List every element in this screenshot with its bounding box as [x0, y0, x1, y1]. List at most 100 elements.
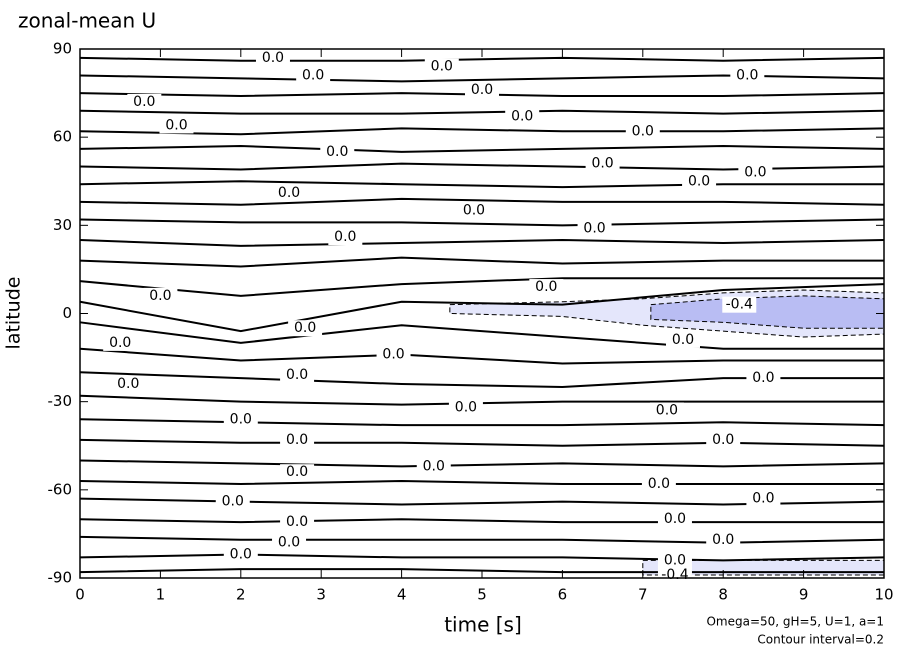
contour-label: 0.0	[230, 411, 252, 427]
y-axis-label: latitude	[3, 277, 25, 350]
contour-label: 0.0	[431, 59, 453, 75]
label-background	[103, 334, 138, 351]
contour-label: 0.0	[664, 511, 686, 527]
label-background	[215, 493, 250, 510]
contour-line	[79, 535, 885, 544]
label-background	[738, 164, 773, 181]
contour-line	[79, 109, 885, 115]
contour-label: 0.0	[326, 144, 348, 160]
contour-label: -0.4	[726, 297, 753, 313]
label-background	[448, 399, 483, 416]
contour-label: 0.0	[648, 476, 670, 492]
contour-label: 0.0	[294, 320, 316, 336]
label-background	[272, 185, 307, 202]
contour-label: 0.0	[133, 94, 155, 110]
contour-label: 0.0	[286, 464, 308, 480]
contour-line	[79, 144, 885, 153]
contour-line	[79, 56, 885, 62]
note: Contour interval=0.2	[757, 633, 884, 647]
x-tick-label: 10	[874, 586, 893, 604]
contour-label: 0.0	[117, 376, 139, 392]
label-background	[625, 123, 660, 140]
label-background	[465, 82, 499, 99]
contour-label: 0.0	[286, 367, 308, 383]
contour-line	[79, 256, 884, 268]
label-background	[159, 117, 194, 134]
x-tick-label: 1	[156, 586, 166, 604]
label-background	[416, 458, 451, 475]
contour-label: 0.0	[535, 279, 557, 295]
label-background	[657, 511, 692, 528]
contour-label: 0.0	[286, 432, 308, 448]
label-background	[328, 229, 363, 246]
label-background	[577, 220, 612, 237]
contour-line	[79, 438, 885, 447]
label-background	[111, 376, 146, 393]
label-background	[280, 514, 315, 531]
x-tick-label: 3	[316, 586, 326, 604]
x-tick-label: 5	[477, 586, 487, 604]
contour-label: 0.0	[712, 432, 734, 448]
contour-line	[79, 180, 884, 189]
contour-label: 0.0	[664, 552, 686, 568]
contour-line	[79, 347, 884, 365]
label-background	[657, 567, 692, 584]
label-background	[657, 552, 692, 569]
contour-label: 0.0	[149, 288, 171, 304]
contour-line	[79, 553, 885, 562]
contour-label: 0.0	[278, 535, 300, 551]
y-tick-label: -90	[48, 569, 73, 587]
chart-title: zonal-mean U	[18, 9, 156, 33]
contour-label: 0.0	[712, 532, 734, 548]
label-background	[127, 93, 162, 110]
label-background	[456, 202, 491, 219]
contour-label: 0.0	[736, 67, 758, 83]
label-background	[682, 173, 717, 190]
label-background	[722, 296, 757, 313]
label-background	[296, 67, 331, 84]
label-background	[320, 143, 355, 160]
contour-label: 0.0	[334, 229, 356, 245]
contour-line	[79, 418, 885, 427]
label-background	[730, 67, 765, 84]
contour-line	[79, 127, 885, 136]
label-background	[288, 320, 323, 337]
contour-label: 0.0	[302, 67, 324, 83]
contour-label: -0.4	[661, 567, 688, 583]
label-background	[223, 546, 258, 563]
contour-label: 0.0	[262, 50, 284, 66]
x-tick-label: 7	[638, 586, 648, 604]
contour-label: 0.0	[423, 458, 445, 474]
x-tick-label: 0	[75, 586, 85, 604]
label-background	[280, 431, 315, 448]
contour-line	[79, 239, 885, 247]
contour-label: 0.0	[752, 491, 774, 507]
y-tick-label: 0	[62, 304, 72, 322]
contour-line	[79, 277, 884, 297]
y-tick-label: -60	[48, 480, 73, 498]
label-background	[272, 534, 307, 551]
contour-label: 0.0	[688, 173, 710, 189]
label-background	[280, 464, 315, 481]
contour-label: 0.0	[471, 82, 493, 98]
contour-label: 0.0	[286, 514, 308, 530]
y-tick-label: -30	[48, 392, 73, 410]
contour-line	[79, 459, 885, 468]
contour-label: 0.0	[165, 117, 187, 133]
contour-label: 0.0	[382, 347, 404, 363]
label-background	[585, 155, 620, 172]
contour-line	[79, 518, 884, 524]
label-background	[706, 531, 741, 548]
label-background	[505, 108, 540, 125]
label-background	[641, 475, 676, 492]
x-tick-label: 4	[397, 586, 407, 604]
contour-label: 0.0	[455, 400, 477, 416]
label-background	[255, 49, 290, 66]
label-background	[746, 490, 781, 507]
contour-label: 0.0	[672, 332, 694, 348]
x-tick-label: 9	[799, 586, 809, 604]
x-tick-label: 2	[236, 586, 246, 604]
contour-line	[79, 197, 885, 206]
contour-label: 0.0	[109, 335, 131, 351]
